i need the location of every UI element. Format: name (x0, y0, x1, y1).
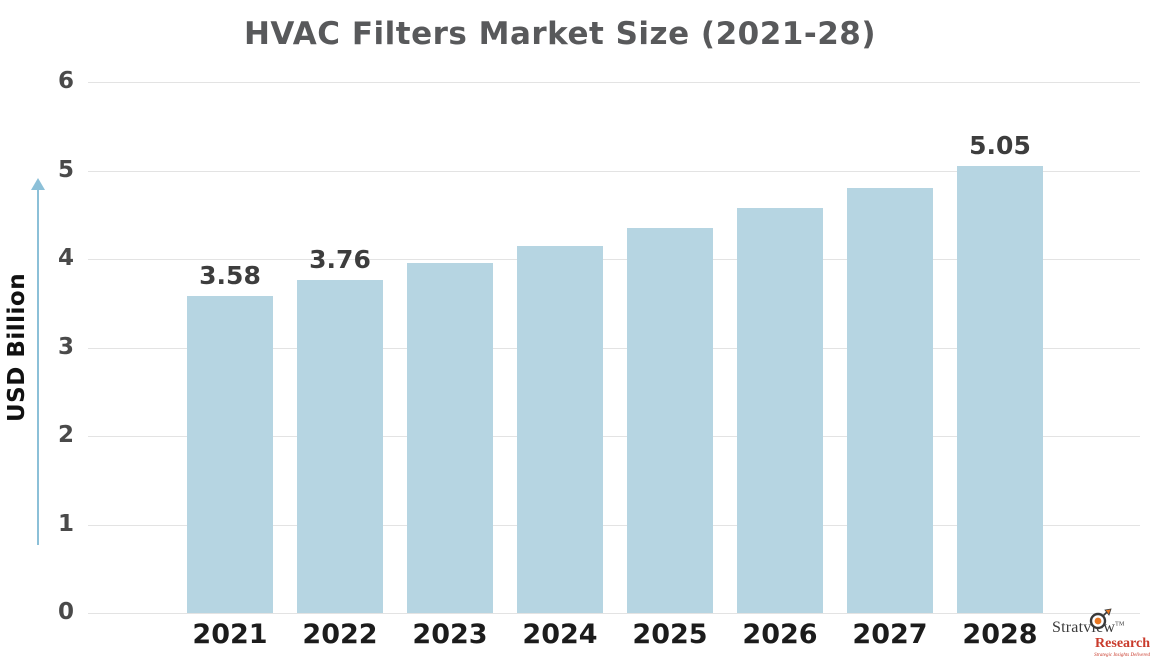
logo-tagline: Strategic Insights Delivered (1094, 653, 1150, 658)
logo-trademark: TM (1115, 621, 1125, 628)
bar-2025 (627, 228, 713, 613)
bar-2024 (517, 245, 603, 613)
logo-research-text: Research (1095, 636, 1150, 651)
bar-2021 (187, 296, 273, 613)
target-dart-icon (1089, 608, 1112, 630)
data-label-2021: 3.58 (199, 261, 261, 291)
y-axis-title: USD Billion (4, 272, 30, 422)
y-axis-arrow-icon (31, 178, 45, 190)
y-tick-label-1: 1 (57, 510, 74, 537)
gridline-2 (88, 436, 1140, 437)
x-tick-label-2023: 2023 (412, 619, 488, 650)
gridline-6 (88, 82, 1140, 83)
y-tick-label-2: 2 (57, 422, 74, 448)
x-tick-label-2026: 2026 (742, 619, 818, 650)
logo-brand-row: StratviewTM (1052, 608, 1152, 636)
gridline-4 (88, 259, 1140, 260)
bar-2022 (297, 280, 383, 613)
x-tick-label-2027: 2027 (852, 619, 928, 650)
gridline-5 (88, 170, 1140, 172)
x-tick-label-2025: 2025 (632, 619, 708, 650)
chart-title: HVAC Filters Market Size (2021-28) (243, 16, 877, 52)
stratview-logo: StratviewTM Research Strategic Insights … (1052, 608, 1152, 658)
data-label-2028: 5.05 (969, 131, 1031, 161)
y-axis-arrow-line (37, 189, 39, 545)
y-tick-label-5: 5 (57, 156, 74, 183)
data-label-2022: 3.76 (309, 245, 371, 275)
gridline-0 (88, 613, 1140, 614)
y-tick-label-6: 6 (57, 68, 74, 94)
gridline-1 (88, 524, 1140, 526)
x-tick-label-2028: 2028 (962, 619, 1038, 650)
y-tick-label-3: 3 (57, 333, 74, 360)
bar-2023 (407, 263, 493, 613)
gridline-3 (88, 347, 1140, 349)
y-tick-label-0: 0 (57, 599, 74, 625)
x-tick-label-2024: 2024 (522, 619, 598, 650)
bar-2027 (847, 188, 933, 613)
bar-2028 (957, 166, 1043, 613)
x-tick-label-2021: 2021 (192, 619, 268, 650)
bar-2026 (737, 207, 823, 613)
x-tick-label-2022: 2022 (302, 619, 378, 650)
y-tick-label-4: 4 (57, 245, 74, 271)
